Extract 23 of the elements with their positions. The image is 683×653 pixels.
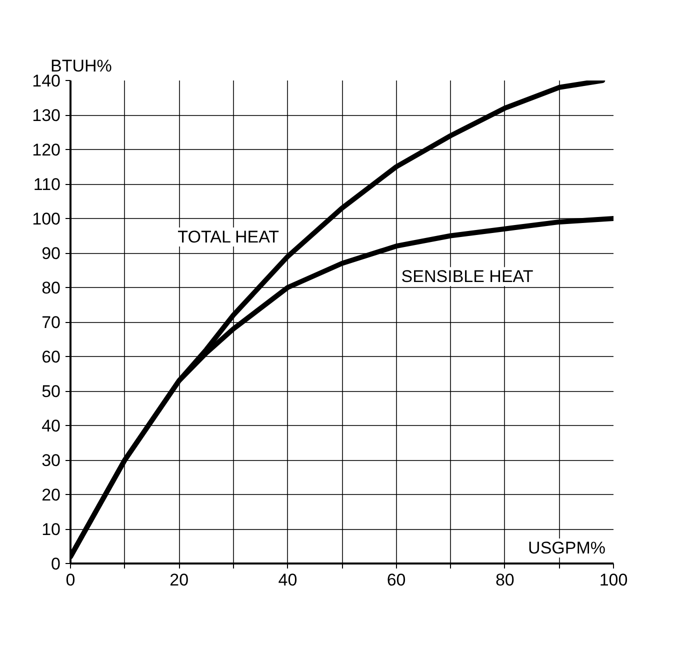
y-tick-label: 130 [32, 106, 61, 125]
x-tick-label: 40 [278, 570, 298, 590]
y-tick-label: 50 [42, 382, 61, 401]
y-tick-label: 90 [42, 244, 61, 263]
y-tick-label: 120 [32, 140, 61, 160]
x-tick-label: 0 [66, 570, 76, 590]
y-tick-label: 30 [42, 451, 61, 470]
y-tick-label: 80 [42, 278, 61, 298]
y-tick-label: 100 [32, 210, 61, 228]
x-tick-label: 20 [170, 570, 189, 590]
y-tick-label: 20 [42, 486, 61, 504]
y-tick-label: 60 [42, 348, 61, 366]
x-tick-label: 100 [599, 570, 628, 590]
x-tick-label: 60 [386, 570, 406, 590]
y-tick-label: 110 [33, 175, 61, 194]
y-tick-label: 0 [51, 554, 61, 574]
series-label: TOTAL HEAT [178, 227, 280, 246]
y-tick-label: 40 [42, 416, 61, 436]
y-tick-label: 70 [42, 313, 61, 332]
series-label: SENSIBLE HEAT [401, 267, 534, 286]
x-axis-title: USGPM% [528, 538, 606, 558]
x-tick-label: 80 [495, 570, 514, 590]
y-tick-label: 10 [42, 520, 61, 539]
